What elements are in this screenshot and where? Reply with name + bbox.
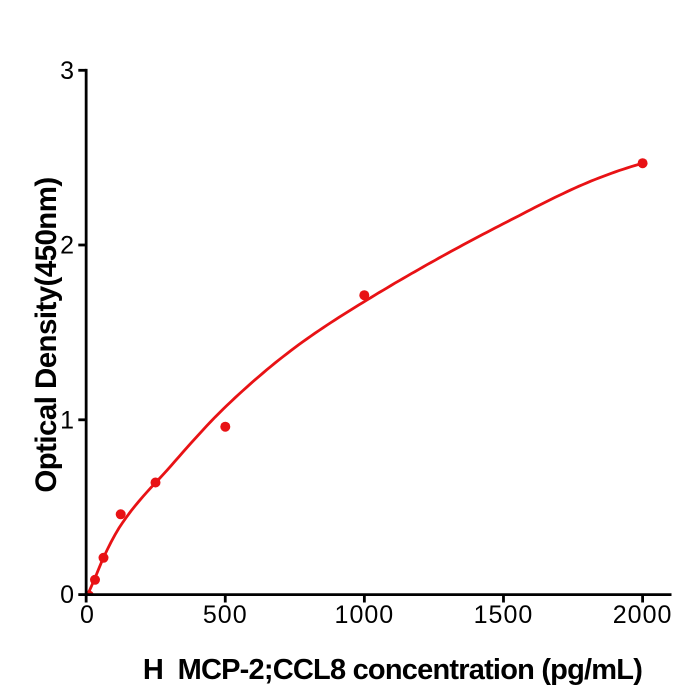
svg-text:500: 500 (203, 601, 248, 629)
svg-text:1: 1 (60, 406, 74, 434)
svg-text:2: 2 (60, 232, 74, 260)
svg-text:1500: 1500 (474, 601, 534, 629)
svg-text:H MCP-2;CCL8 concentration (p: H MCP-2;CCL8 concentration (pg/mL) (143, 654, 642, 686)
svg-text:2000: 2000 (613, 601, 673, 629)
svg-text:1000: 1000 (335, 601, 395, 629)
svg-text:0: 0 (80, 601, 95, 629)
svg-text:0: 0 (60, 581, 74, 609)
svg-text:Optical Density(450nm): Optical Density(450nm) (30, 177, 63, 492)
svg-text:3: 3 (60, 57, 74, 85)
